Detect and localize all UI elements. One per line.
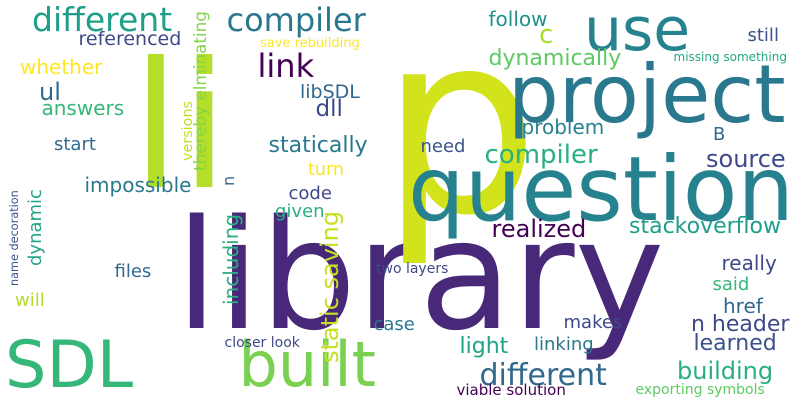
cloud-word: statically: [268, 133, 368, 158]
cloud-word: follow: [488, 7, 548, 31]
cloud-word: really: [721, 251, 777, 275]
cloud-word: compiler: [484, 140, 598, 170]
cloud-word: question: [408, 137, 794, 242]
cloud-word: link: [257, 47, 315, 85]
cloud-word: dll: [315, 96, 343, 122]
cloud-word: static saving: [316, 210, 344, 363]
cloud-word: href: [723, 294, 763, 318]
cloud-word: exporting symbols: [635, 382, 765, 398]
cloud-word: n: [219, 175, 238, 186]
cloud-word: linking: [534, 334, 594, 355]
cloud-word: project: [508, 48, 786, 141]
cloud-word: n header: [691, 312, 790, 337]
cloud-word: versions: [180, 100, 196, 161]
cloud-word: viable solution: [456, 381, 566, 399]
cloud-word: stackoverflow: [629, 214, 781, 239]
cloud-word: impossible: [84, 173, 192, 197]
cloud-word: dynamic: [25, 188, 46, 266]
cloud-word: turn: [308, 160, 345, 180]
cloud-word: start: [54, 134, 96, 155]
cloud-word: light: [459, 334, 509, 359]
cloud-word: built: [238, 328, 376, 400]
cloud-word: SDL: [5, 326, 134, 400]
cloud-word: still: [747, 25, 779, 46]
cloud-word: compiler: [226, 1, 366, 39]
cloud-word: including: [219, 213, 243, 305]
cloud-word: problem: [521, 115, 605, 139]
cloud-word: dynamically: [488, 46, 622, 71]
cloud-word: referenced: [78, 28, 182, 50]
cloud-word: building: [677, 357, 774, 385]
cloud-word: save rebuilding: [260, 36, 360, 51]
cloud-word: learned: [693, 331, 777, 356]
cloud-word: different: [479, 358, 607, 393]
cloud-word: realized: [491, 215, 587, 243]
cloud-word: files: [114, 261, 152, 282]
cloud-word: use: [584, 0, 691, 65]
cloud-word: answers: [41, 96, 125, 120]
cloud-word: B: [713, 124, 726, 145]
cloud-word: name decoration: [7, 190, 21, 286]
cloud-word: whether: [20, 55, 103, 79]
cloud-word: will: [15, 290, 45, 311]
cloud-word: ul: [39, 78, 61, 106]
cloud-word: code: [288, 183, 332, 204]
cloud-word: libSDL: [300, 81, 360, 103]
cloud-word: two layers: [376, 261, 449, 277]
cloud-word: closer look: [224, 335, 300, 351]
cloud-word: p: [380, 0, 540, 270]
cloud-word: different: [32, 0, 173, 39]
cloud-word: said: [712, 274, 750, 295]
cloud-word: source: [706, 145, 786, 173]
cloud-word: makes: [563, 312, 623, 333]
cloud-word: missing something: [673, 50, 787, 64]
cloud-word: need: [420, 136, 466, 157]
cloud-word: case: [373, 314, 415, 335]
cloud-word: library: [175, 187, 665, 364]
cloud-word: c: [539, 20, 554, 50]
cloud-word: li: [131, 26, 229, 229]
cloud-word: given: [275, 201, 325, 222]
